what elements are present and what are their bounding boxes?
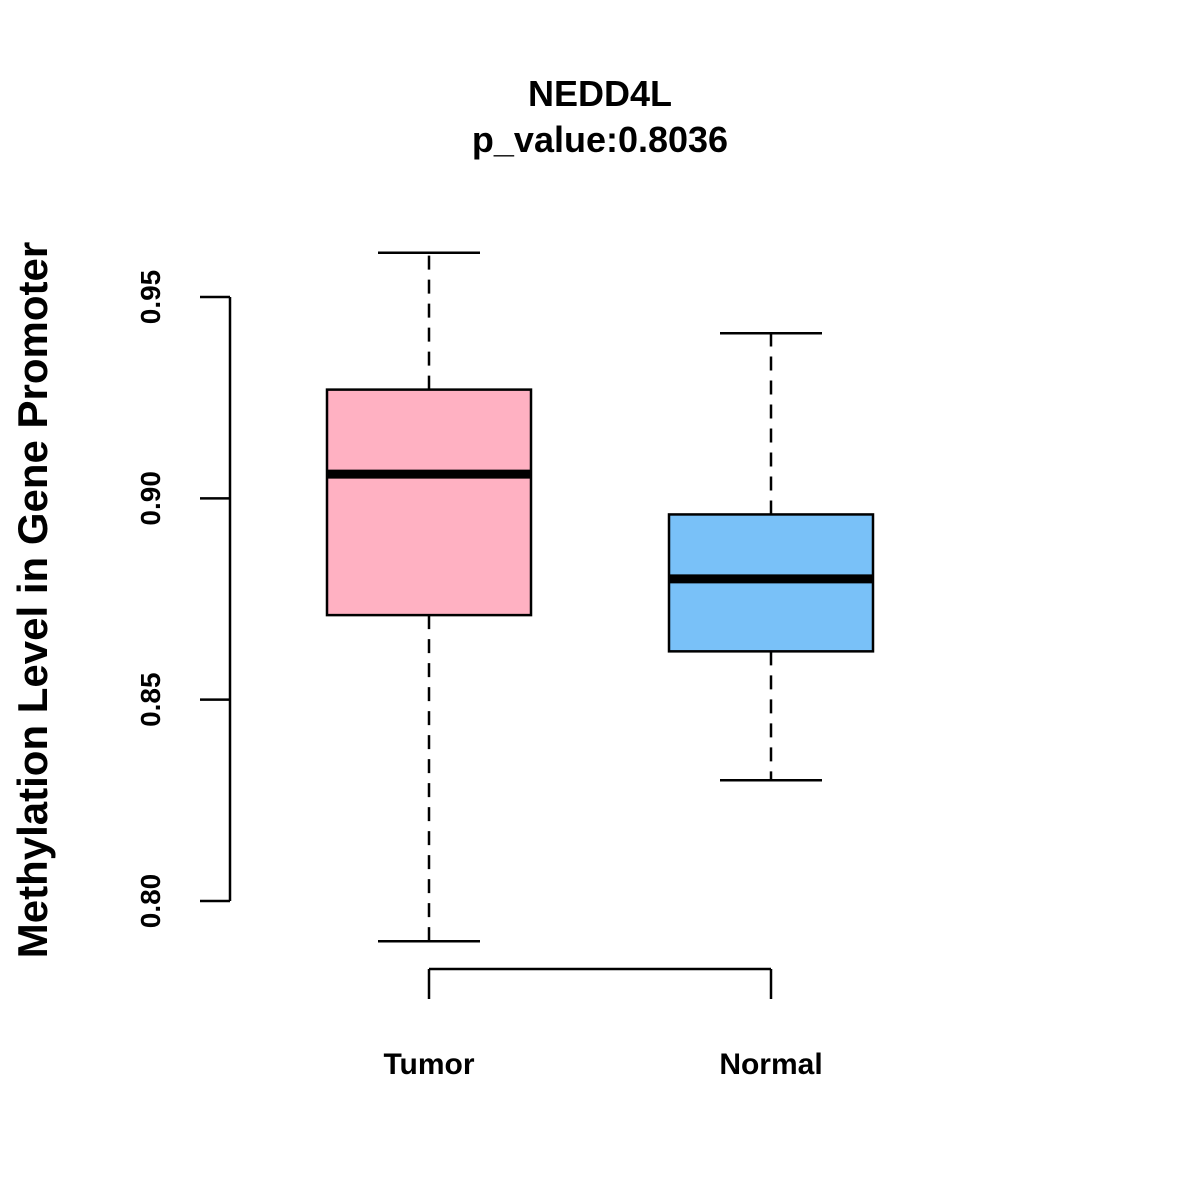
box-group-normal xyxy=(667,331,875,782)
x-category-label: Tumor xyxy=(383,1048,474,1081)
y-axis: 0.80 0.85 0.90 0.95 xyxy=(135,270,232,929)
iqr-box xyxy=(325,388,533,617)
chart-subtitle: p_value:0.8036 xyxy=(472,119,728,160)
x-category-label: Normal xyxy=(719,1048,822,1081)
chart-title: NEDD4L xyxy=(528,73,672,114)
y-tick-label: 0.95 xyxy=(135,270,166,325)
y-tick-label: 0.80 xyxy=(135,874,166,929)
y-tick-label: 0.85 xyxy=(135,672,166,727)
x-axis: Tumor Normal xyxy=(383,967,823,1081)
box-group-tumor xyxy=(325,251,533,943)
y-axis-label: Methylation Level in Gene Promoter xyxy=(9,242,56,958)
box-series xyxy=(325,251,875,943)
y-tick-label: 0.90 xyxy=(135,471,166,526)
